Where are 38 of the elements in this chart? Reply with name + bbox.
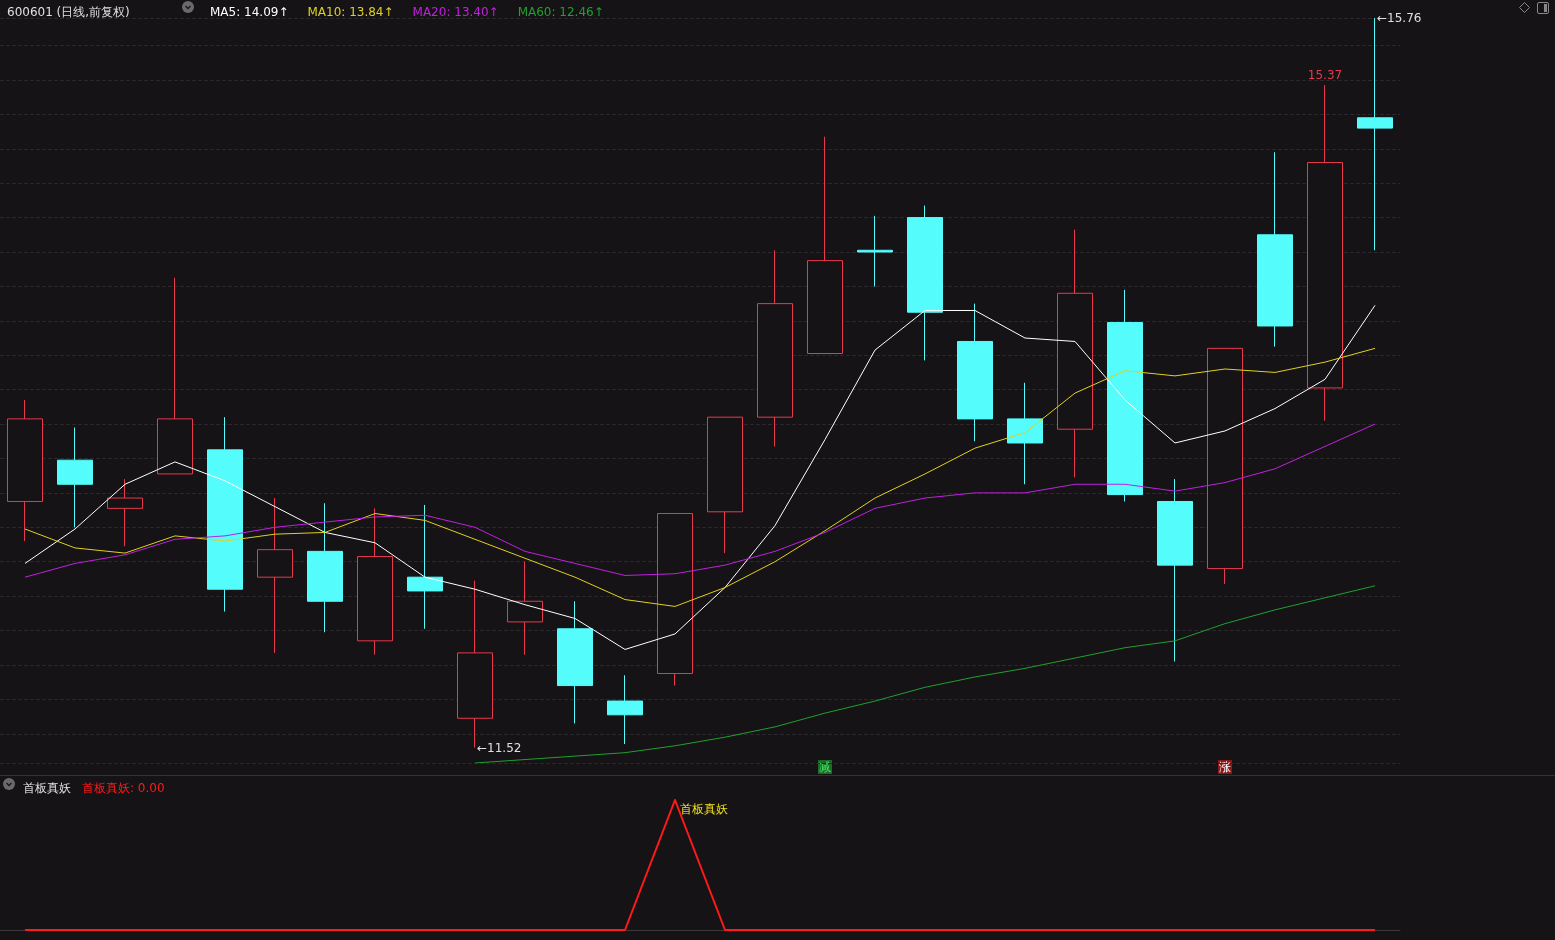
candlestick: [357, 507, 393, 656]
candlestick: [207, 416, 243, 613]
text: MA60: 12.46↑: [517, 5, 604, 19]
text: 首板真妖: 0.00: [82, 781, 165, 795]
annotation: ←15.76: [1377, 11, 1422, 25]
candlestick: [1007, 382, 1043, 485]
candlestick: [1257, 151, 1293, 348]
candlestick: [807, 136, 843, 355]
annotation: ←11.52: [477, 740, 522, 755]
candlestick: [1207, 347, 1243, 585]
candlestick: [707, 416, 743, 554]
candlestick: [657, 513, 693, 687]
candlestick: [1057, 229, 1093, 478]
chart-title: 首板真妖: [23, 781, 71, 795]
candlestick: [7, 399, 43, 542]
annotation: 15.37: [1307, 68, 1343, 83]
candlestick: [507, 561, 543, 656]
candlestick: [607, 674, 643, 745]
annotation: 首板真妖: [679, 801, 728, 816]
candlestick: [757, 249, 793, 447]
candlestick: [1157, 478, 1193, 662]
candlestick: [107, 478, 143, 547]
candlestick: [157, 277, 193, 475]
text: MA20: 13.40↑: [412, 5, 499, 19]
text: 减: [819, 760, 831, 774]
candlestick: [907, 205, 943, 361]
text: MA10: 13.84↑: [307, 5, 394, 19]
candlestick: [1107, 289, 1143, 502]
candlestick: [407, 504, 443, 630]
candlestick: [57, 426, 93, 528]
candlestick: [857, 215, 893, 287]
candlestick: [957, 303, 993, 442]
candlestick: [1307, 84, 1343, 422]
candlestick: [257, 497, 293, 654]
text: MA5: 14.09↑: [210, 5, 289, 19]
candlestick: [307, 502, 343, 633]
chart-title: 600601 (日线,前复权): [7, 5, 130, 19]
candlestick: [557, 600, 593, 724]
